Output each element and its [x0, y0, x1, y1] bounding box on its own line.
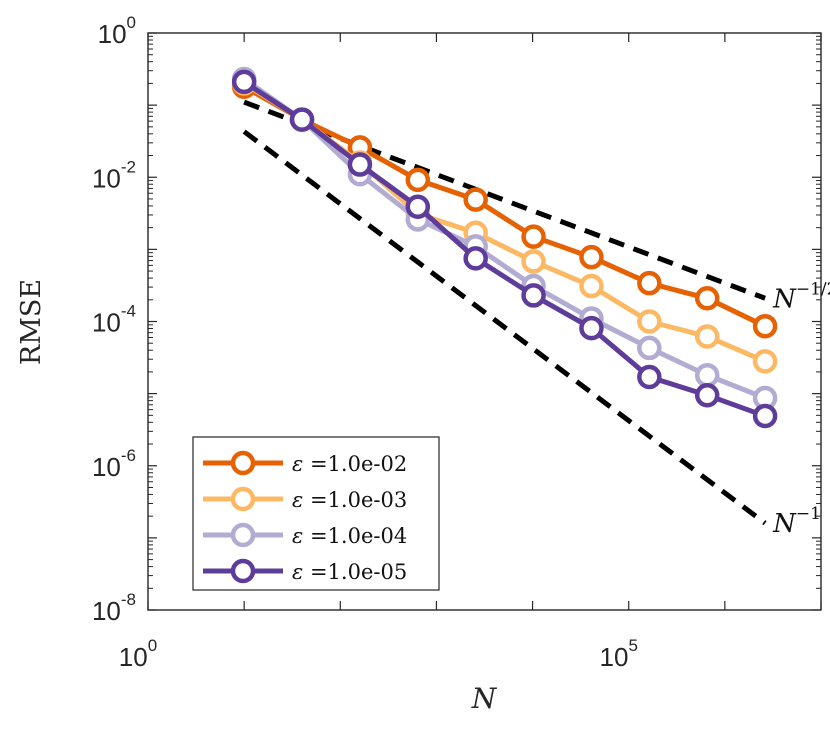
legend-symbol: ε [292, 560, 303, 584]
data-point [694, 286, 720, 311]
data-point [637, 335, 662, 361]
y-axis-label: RMSE [16, 279, 47, 365]
data-point [694, 362, 720, 388]
data-point [637, 270, 662, 296]
reference-label-base: N [772, 284, 797, 314]
data-point [463, 246, 488, 271]
data-point [521, 283, 546, 308]
data-point [752, 403, 778, 429]
y-tick-base: 10 [98, 19, 127, 49]
legend: ε =1.0e-02ε =1.0e-03ε =1.0e-04ε =1.0e-05 [192, 436, 440, 591]
x-tick-label: 100 [119, 636, 157, 672]
legend-label: ε =1.0e-03 [292, 488, 407, 512]
x-tick-base: 10 [119, 642, 148, 672]
data-point [579, 315, 604, 341]
y-tick-exp: -8 [121, 590, 136, 609]
legend-value: =1.0e-02 [303, 452, 407, 476]
y-tick-exp: -2 [121, 157, 136, 176]
data-point [694, 324, 720, 349]
data-point [579, 244, 604, 270]
data-point [521, 249, 546, 274]
legend-label: ε =1.0e-02 [292, 452, 407, 476]
y-tick-label: 10-8 [92, 590, 136, 626]
series-line [242, 76, 767, 401]
x-tick-exp: 0 [148, 636, 157, 655]
reference-line [242, 129, 767, 526]
reference-label-base: N [772, 509, 797, 539]
y-tick-base: 10 [92, 308, 121, 338]
data-point [347, 152, 373, 177]
y-tick-label: 100 [98, 13, 136, 49]
legend-symbol: ε [292, 488, 303, 512]
x-tick-exp: 5 [628, 636, 637, 655]
data-point [579, 273, 604, 299]
y-tick-label: 10-2 [92, 157, 136, 193]
reference-label-exponent: −1/2 [796, 279, 830, 299]
y-tick-label: 10-4 [92, 302, 136, 338]
data-point [231, 69, 257, 95]
legend-label: ε =1.0e-04 [292, 524, 407, 548]
data-point [637, 364, 662, 390]
data-point [521, 224, 546, 249]
reference-line-label: N−1 [772, 504, 821, 539]
x-tick-base: 10 [600, 642, 629, 672]
legend-swatch-marker [230, 558, 256, 584]
legend-swatch-marker [230, 522, 256, 548]
legend-value: =1.0e-05 [303, 560, 407, 584]
reference-line-labels: N−1/2N−1 [772, 279, 830, 539]
legend-value: =1.0e-04 [303, 524, 407, 548]
reference-line-label: N−1/2 [772, 279, 830, 314]
y-tick-base: 10 [92, 596, 121, 626]
y-tick-label: 10-6 [92, 446, 136, 482]
data-point [405, 194, 431, 219]
plot-lines [231, 66, 778, 526]
legend-value: =1.0e-03 [303, 488, 407, 512]
y-tick-base: 10 [92, 163, 121, 193]
y-tick-exp: -6 [121, 446, 136, 465]
x-axis-label: N [471, 682, 498, 715]
data-point [752, 313, 778, 339]
data-point [463, 187, 488, 212]
legend-symbol: ε [292, 452, 303, 476]
data-point [752, 349, 778, 374]
y-tick-exp: 0 [127, 13, 136, 32]
y-tick-base: 10 [92, 452, 121, 482]
reference-label-exponent: −1 [796, 504, 821, 524]
series-line [242, 84, 767, 329]
legend-swatch-marker [230, 486, 256, 512]
legend-swatch-marker [230, 450, 256, 476]
x-tick-label: 105 [600, 636, 638, 672]
data-point [289, 107, 315, 132]
legend-symbol: ε [292, 524, 303, 548]
y-tick-exp: -4 [121, 302, 136, 321]
data-point [405, 167, 431, 193]
data-point [694, 382, 720, 408]
data-point [637, 309, 662, 334]
series-line [242, 79, 766, 419]
legend-label: ε =1.0e-05 [292, 560, 407, 584]
